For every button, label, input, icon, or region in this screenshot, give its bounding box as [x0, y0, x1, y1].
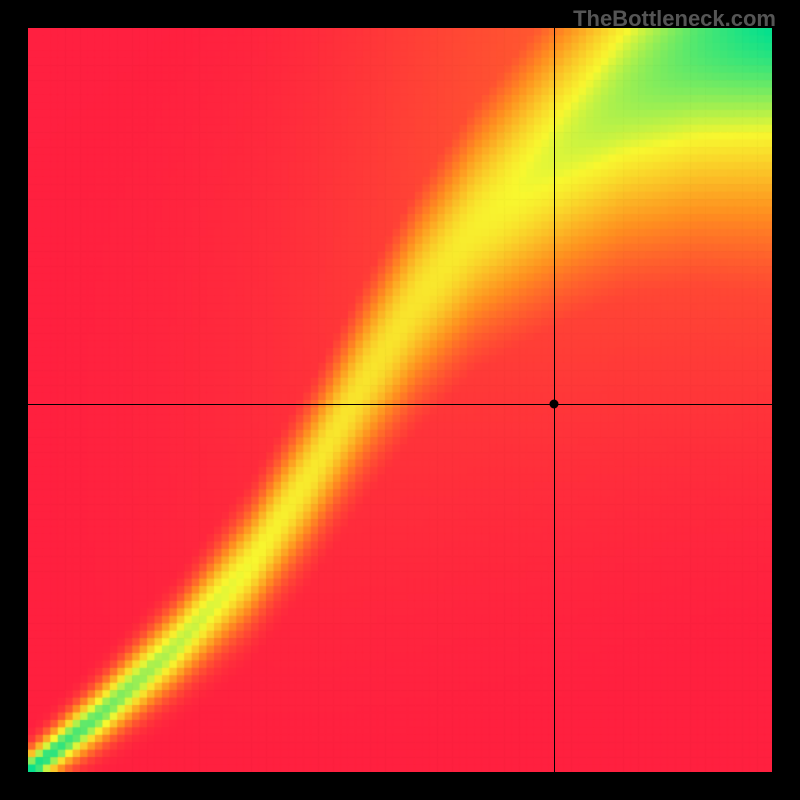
marker-dot: [550, 399, 559, 408]
watermark-text: TheBottleneck.com: [573, 6, 776, 32]
plot-area: [28, 28, 772, 772]
heatmap-canvas: [28, 28, 772, 772]
crosshair-horizontal: [28, 404, 772, 405]
